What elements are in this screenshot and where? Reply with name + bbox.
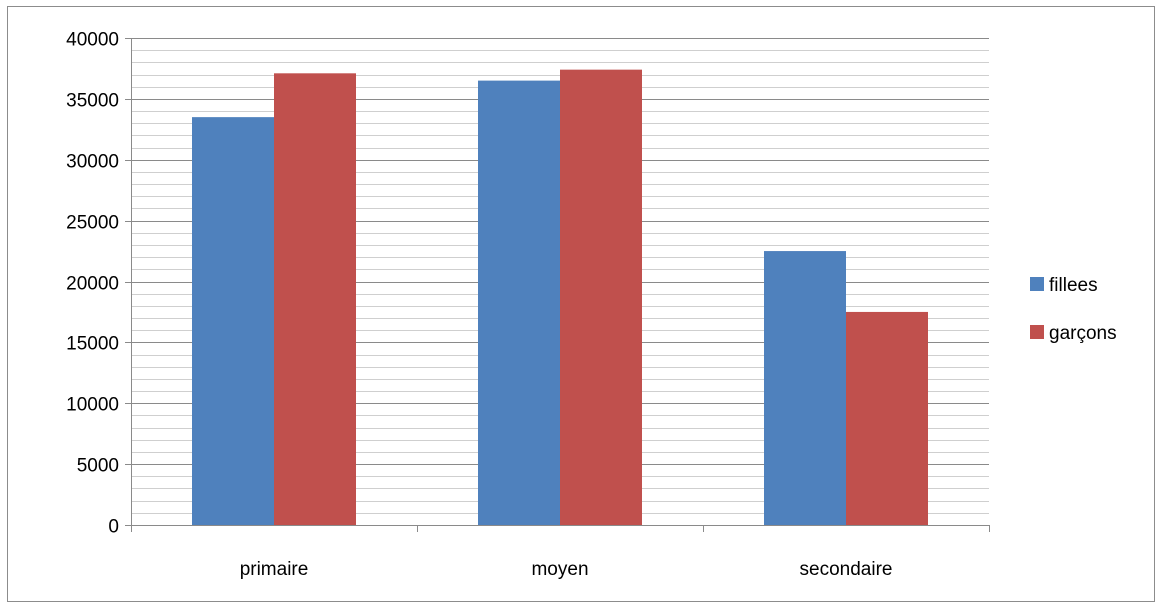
- x-tick-label-secondaire: secondaire: [800, 559, 893, 580]
- y-tick-label: 5000: [77, 456, 119, 477]
- axes: [125, 38, 990, 532]
- y-tick-label: 30000: [66, 152, 119, 173]
- bar-garçons-secondaire: [846, 311, 928, 525]
- legend: fillees garçons: [1030, 275, 1117, 344]
- bar-fillees-primaire: [192, 117, 274, 525]
- bars: [192, 69, 928, 526]
- legend-label-fillees: fillees: [1049, 275, 1098, 296]
- bar-garçons-primaire: [274, 73, 356, 526]
- y-tick-label: 35000: [66, 91, 119, 112]
- bar-fillees-moyen: [478, 80, 560, 526]
- x-axis-tick-labels: primaire moyen secondaire: [240, 559, 893, 580]
- y-tick-label: 25000: [66, 213, 119, 234]
- legend-swatch-fillees: [1030, 277, 1044, 291]
- y-tick-label: 15000: [66, 334, 119, 355]
- y-tick-label: 20000: [66, 274, 119, 295]
- bar-fillees-secondaire: [764, 251, 846, 525]
- y-tick-label: 40000: [66, 30, 119, 51]
- y-tick-label: 10000: [66, 395, 119, 416]
- bar-garçons-moyen: [560, 69, 642, 525]
- x-tick-label-moyen: moyen: [531, 559, 588, 580]
- y-tick-label: 0: [108, 517, 119, 538]
- x-tick-label-primaire: primaire: [240, 559, 309, 580]
- y-axis-tick-labels: 0 5000 10000 15000 20000 25000 30000 35000 40000: [66, 30, 119, 538]
- legend-swatch-garçons: [1030, 325, 1044, 339]
- legend-label-garçons: garçons: [1049, 323, 1117, 344]
- chart-area: 0 5000 10000 15000 20000 25000 30000 35000 40000…: [7, 6, 1155, 602]
- bar-chart: 0 5000 10000 15000 20000 25000 30000 35000 40000…: [66, 30, 1117, 581]
